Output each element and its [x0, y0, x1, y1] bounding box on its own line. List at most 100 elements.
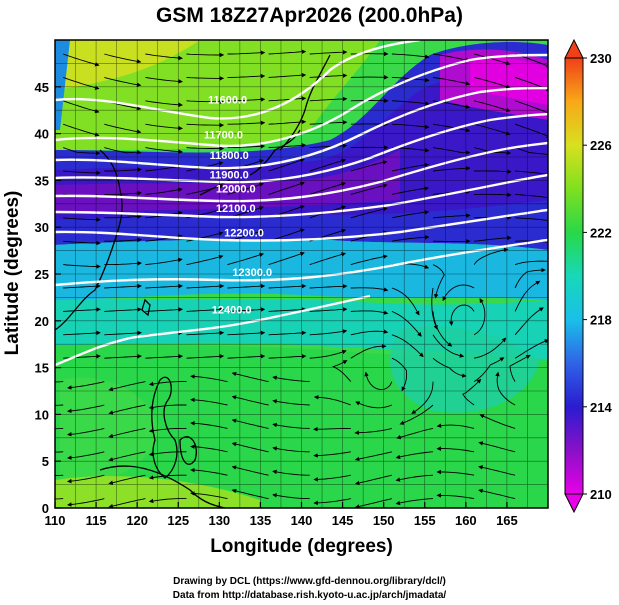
streamline	[313, 474, 351, 482]
streamline	[432, 76, 471, 86]
streamline	[431, 287, 438, 330]
streamline	[272, 493, 310, 500]
streamline	[227, 159, 265, 172]
streamline	[231, 465, 269, 476]
streamline	[436, 423, 475, 429]
streamline	[436, 446, 475, 453]
x-tick-label: 160	[455, 513, 477, 528]
streamline	[63, 264, 101, 269]
streamline	[474, 337, 507, 359]
colorbar-tick-label: 226	[590, 138, 612, 153]
streamline	[391, 186, 430, 195]
streamline	[478, 488, 516, 500]
streamline	[67, 381, 105, 390]
streamline	[55, 427, 64, 430]
streamline	[108, 404, 146, 415]
contour-labels: 11600.0 11700.0 11800.0 11900.0 12000.0 12100…	[204, 95, 272, 317]
streamline	[55, 404, 64, 406]
streamline	[350, 310, 389, 315]
colorbar-max-triangle	[564, 38, 584, 59]
streamline	[432, 166, 471, 172]
streamline	[354, 427, 393, 435]
streamline	[104, 147, 142, 155]
x-tick-label: 120	[126, 513, 148, 528]
height-contours	[55, 40, 548, 367]
credit-line-data: Data from http://database.rish.kyoto-u.a…	[172, 590, 447, 601]
streamline	[432, 264, 445, 299]
colorbar-tick-label: 222	[590, 225, 612, 240]
streamline	[268, 96, 307, 102]
map-grid	[54, 39, 549, 509]
x-tick-label: 140	[291, 513, 313, 528]
streamline	[313, 426, 351, 432]
contour-label: 12100.0	[216, 203, 256, 215]
streamline	[272, 469, 310, 476]
streamline	[515, 193, 548, 200]
y-axis-label: Latitude (degrees)	[2, 190, 23, 356]
streamline	[391, 162, 430, 172]
streamline	[145, 76, 183, 84]
colorbar-tick-label: 230	[590, 51, 612, 66]
streamline	[231, 488, 269, 500]
streamline	[432, 53, 471, 63]
streamline	[148, 498, 187, 504]
x-tick-label: 115	[86, 513, 107, 528]
streamline	[272, 446, 310, 453]
streamline	[313, 498, 351, 506]
streamline	[515, 170, 548, 177]
streamline	[509, 354, 531, 382]
y-tick-label: 45	[35, 80, 49, 95]
streamline	[231, 395, 269, 406]
streamline	[67, 474, 105, 484]
contour-label: 11700.0	[204, 129, 243, 141]
streamline	[391, 334, 424, 358]
streamline	[391, 53, 430, 59]
streamline	[108, 427, 146, 439]
streamline	[474, 169, 512, 174]
streamline	[432, 239, 471, 244]
streamline	[395, 474, 434, 482]
streamline	[186, 146, 225, 151]
streamline	[63, 330, 101, 336]
streamline	[104, 123, 142, 134]
streamline	[190, 444, 228, 453]
streamline	[432, 311, 453, 347]
streamline	[227, 120, 266, 126]
streamline	[145, 257, 183, 266]
x-tick-label: 150	[373, 513, 395, 528]
streamline	[309, 329, 348, 336]
streamline	[478, 441, 516, 453]
streamline	[227, 252, 265, 266]
colorbar-tick-label: 218	[590, 313, 612, 328]
streamline	[350, 183, 388, 195]
streamline	[268, 181, 305, 195]
streamline	[473, 123, 511, 136]
streamline	[495, 371, 516, 406]
streamline	[473, 76, 511, 89]
streamline	[227, 182, 265, 195]
streamline	[309, 284, 348, 289]
streamline	[396, 427, 434, 440]
streamline	[442, 284, 475, 302]
streamline	[63, 240, 101, 246]
streamline	[63, 307, 101, 312]
streamline	[145, 123, 183, 131]
contour-label: 12400.0	[212, 304, 252, 316]
streamline	[395, 451, 434, 460]
y-tick-label: 35	[35, 173, 49, 188]
x-axis-label: Longitude (degrees)	[210, 536, 393, 557]
streamline	[354, 498, 393, 508]
streamline	[63, 283, 101, 289]
x-tick-label: 130	[208, 513, 230, 528]
streamline	[104, 307, 142, 312]
streamline	[108, 381, 146, 392]
streamline	[104, 76, 142, 87]
streamline	[309, 143, 348, 149]
streamline	[145, 283, 184, 289]
contour-label: 12200.0	[224, 228, 264, 240]
contour-label: 12000.0	[216, 184, 256, 196]
streamline	[514, 147, 548, 157]
y-tick-label: 10	[35, 407, 49, 422]
streamline	[186, 330, 225, 336]
streamline	[313, 395, 351, 406]
